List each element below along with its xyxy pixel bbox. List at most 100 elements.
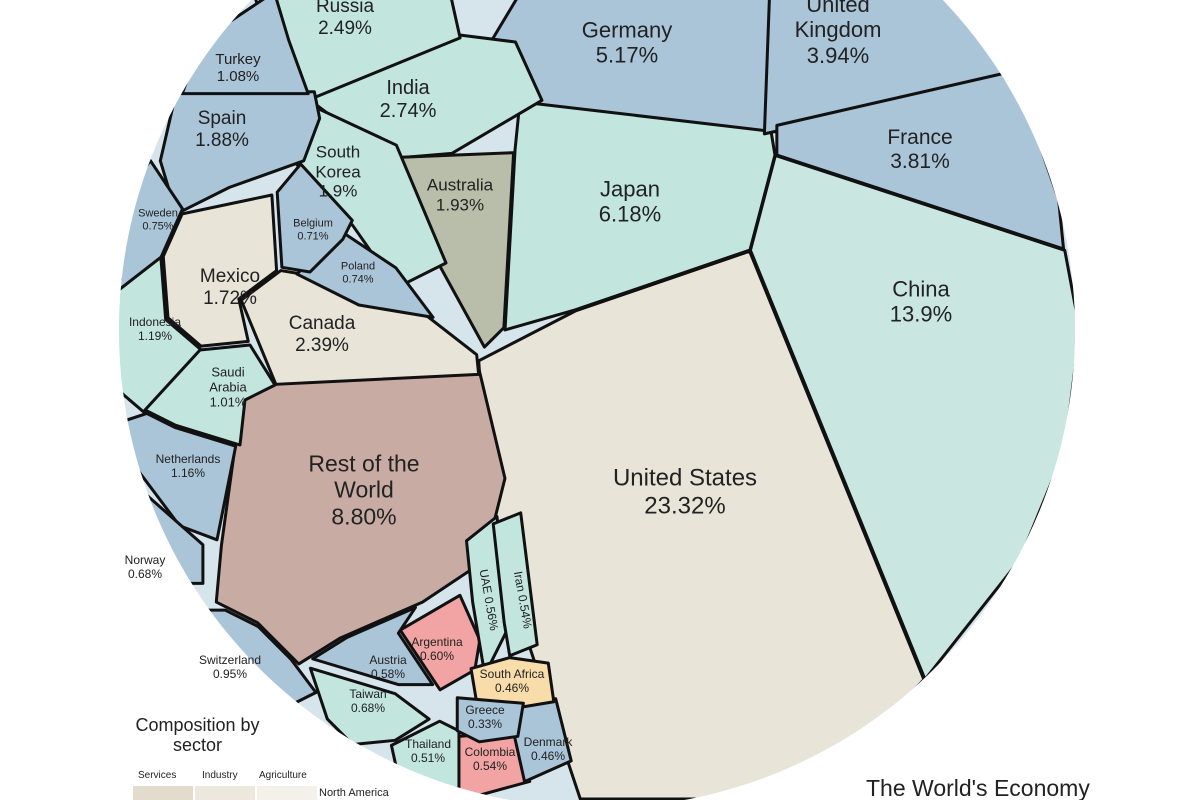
cell-label: South Korea 1.9% xyxy=(298,143,378,202)
country-name: Mexico xyxy=(199,266,261,288)
cell-label: Netherlands 1.16% xyxy=(138,452,238,481)
cell xyxy=(311,605,435,687)
value-label: 1.01% xyxy=(209,394,247,410)
cell-label: Rest of the World 8.80% xyxy=(294,450,434,529)
value-label: 1.9% xyxy=(318,181,358,201)
cell-label: United Kingdom 3.94% xyxy=(773,0,903,68)
country-name: China xyxy=(892,276,950,302)
value-label: 0.60% xyxy=(419,649,455,663)
value-label: 1.16% xyxy=(170,466,206,480)
country-name: India xyxy=(386,77,430,99)
country-name: South Korea xyxy=(315,142,361,182)
value-label: 8.80% xyxy=(331,503,397,530)
legend-swatch xyxy=(195,786,255,800)
country-name: South Africa xyxy=(479,667,545,682)
value-label: 1.93% xyxy=(435,195,485,214)
cell-label: Taiwan 0.68% xyxy=(333,687,403,716)
country-name: Colombia xyxy=(464,745,516,760)
cell xyxy=(161,193,279,348)
cell-label: France 3.81% xyxy=(865,126,975,174)
cell-label: Belgium 0.71% xyxy=(283,217,343,242)
cell-label: Australia 1.93% xyxy=(410,175,510,214)
legend-column: Agriculture xyxy=(259,770,307,781)
country-name: Rest of the World xyxy=(308,450,420,503)
cell-label: Sweden 0.75% xyxy=(128,207,188,232)
cell-label: Mexico 1.72% xyxy=(185,266,275,310)
cell-label: Saudi Arabia 1.01% xyxy=(198,364,258,411)
cell-label: Argentina 0.60% xyxy=(402,635,472,664)
value-label: 0.54% xyxy=(472,759,508,773)
cell-label: Thailand 0.51% xyxy=(393,737,463,766)
country-name: Norway xyxy=(124,553,166,568)
cell-label: Turkey 1.08% xyxy=(198,51,278,86)
cell-label: Poland 0.74% xyxy=(328,260,388,285)
country-name: Belgium xyxy=(293,217,333,230)
value-label: 0.46% xyxy=(494,681,530,695)
country-name: France xyxy=(887,125,953,149)
legend-swatch xyxy=(133,786,193,800)
country-name: Saudi Arabia xyxy=(209,364,247,395)
cell-label: Colombia 0.54% xyxy=(455,745,525,774)
value-label: 2.74% xyxy=(379,100,437,122)
value-label: 1.72% xyxy=(203,288,257,309)
country-name: Sweden xyxy=(138,207,178,220)
legend-row: North America xyxy=(319,787,389,799)
cell-label: Indonesia 1.19% xyxy=(115,315,195,344)
country-name: Canada xyxy=(288,313,356,335)
cell-label: China 13.9% xyxy=(846,277,996,328)
value-label: 6.18% xyxy=(598,202,662,227)
value-label: 2.39% xyxy=(295,335,349,356)
value-label: 0.75% xyxy=(142,220,174,232)
cell xyxy=(143,343,277,447)
cell xyxy=(119,411,238,542)
country-name: Argentina xyxy=(411,635,463,650)
cell-label: Spain 1.88% xyxy=(177,108,267,152)
cell-label: Greece 0.33% xyxy=(450,703,520,732)
value-label: 13.9% xyxy=(889,302,953,327)
value-label: 0.46% xyxy=(530,749,566,763)
cell-label: South Africa 0.46% xyxy=(472,667,552,696)
cell xyxy=(308,666,431,747)
value-label: 1.88% xyxy=(195,130,249,151)
legend-swatch xyxy=(257,786,317,800)
value-label: 0.74% xyxy=(342,273,374,285)
cell-label: Japan 6.18% xyxy=(570,177,690,228)
country-name: Taiwan xyxy=(349,687,387,702)
country-name: Austria xyxy=(369,653,407,668)
legend-title: Composition by sector xyxy=(135,715,260,755)
country-name: Russia xyxy=(315,0,375,18)
country-name: Netherlands xyxy=(155,452,221,467)
country-name: Thailand xyxy=(404,737,452,752)
legend-column: Industry xyxy=(202,770,238,781)
value-label: 23.32% xyxy=(644,492,726,519)
country-name: Denmark xyxy=(523,735,573,750)
country-name: Turkey xyxy=(215,50,261,68)
value-label: 0.71% xyxy=(297,230,329,242)
value-label: 3.81% xyxy=(890,150,950,173)
cell-label: Russia 2.49% xyxy=(295,0,395,40)
cell xyxy=(775,69,1066,251)
value-label: 0.58% xyxy=(370,667,406,681)
country-name: Switzerland xyxy=(198,653,262,668)
cell-label: Austria 0.58% xyxy=(353,653,423,682)
legend-column: Services xyxy=(138,770,177,781)
value-label: 0.51% xyxy=(410,751,446,765)
country-name: United States xyxy=(612,464,758,492)
country-name: United Kingdom xyxy=(794,0,882,43)
country-name: Indonesia xyxy=(128,315,182,330)
value-label: 0.68% xyxy=(350,701,386,715)
country-name: Australia xyxy=(426,175,494,195)
country-name: Poland xyxy=(340,260,376,273)
value-label: 1.19% xyxy=(137,329,173,343)
cell-label: India 2.74% xyxy=(358,77,458,123)
country-name: Japan xyxy=(600,176,660,202)
value-label: 0.33% xyxy=(467,717,503,731)
cell xyxy=(491,511,539,658)
cell-label: Switzerland 0.95% xyxy=(180,653,280,682)
value-label: 2.49% xyxy=(318,18,372,39)
cell-label: Norway 0.68% xyxy=(110,553,180,582)
cell xyxy=(214,368,507,666)
cell-label: Canada 2.39% xyxy=(272,313,372,357)
